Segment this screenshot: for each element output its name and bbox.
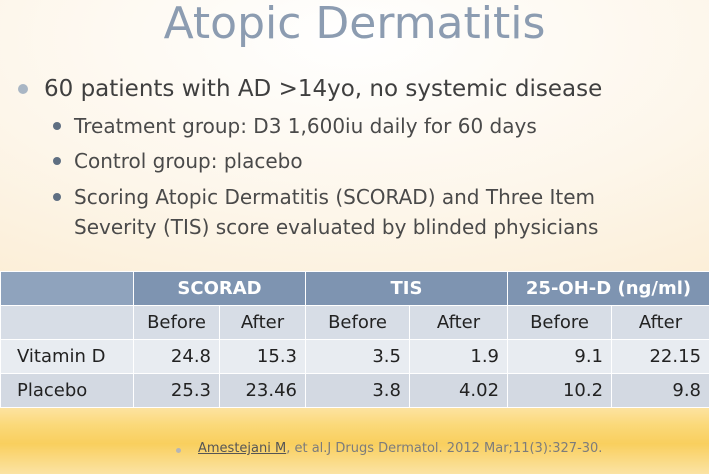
table-cell: 15.3 (219, 339, 306, 374)
table-group-header-row: SCORAD TIS 25-OH-D (ng/ml) (0, 271, 709, 306)
table-cell: 4.02 (408, 373, 509, 408)
subheader-before: Before (133, 305, 220, 340)
row-label: Placebo (0, 373, 134, 408)
slide-title: Atopic Dermatitis (163, 0, 546, 49)
main-bullet: 60 patients with AD >14yo, no systemic d… (44, 76, 603, 102)
table-cell: 1.9 (408, 339, 509, 374)
reference-details: , et al.J Drugs Dermatol. 2012 Mar;11(3)… (286, 441, 603, 456)
table-row: Vitamin D 24.8 15.3 3.5 1.9 9.1 22.15 (0, 339, 709, 374)
table-corner-cell (0, 271, 134, 306)
subheader-after: After (611, 305, 709, 340)
reference-citation: Amestejani M, et al.J Drugs Dermatol. 20… (198, 441, 602, 456)
table-cell: 3.8 (305, 373, 410, 408)
table-cell (0, 305, 134, 340)
table-subheader-row: Before After Before After Before After (0, 305, 709, 340)
subheader-after: After (219, 305, 306, 340)
subheader-after: After (408, 305, 509, 340)
group-header-tis: TIS (304, 271, 509, 306)
bullet-dot-icon (53, 122, 61, 130)
table-cell: 23.46 (219, 373, 306, 408)
sub-bullet-scoring-cont: Severity (TIS) score evaluated by blinde… (74, 215, 599, 239)
bullet-dot-icon (176, 448, 181, 453)
table-cell: 10.2 (507, 373, 613, 408)
sub-bullet-treatment: Treatment group: D3 1,600iu daily for 60… (74, 114, 537, 138)
reference-author-link[interactable]: Amestejani M (198, 441, 287, 456)
table-cell: 9.8 (611, 373, 709, 408)
bullet-dot-icon (53, 193, 61, 201)
table-cell: 25.3 (133, 373, 220, 408)
group-header-25ohd: 25-OH-D (ng/ml) (507, 271, 709, 306)
group-header-scorad: SCORAD (133, 271, 306, 306)
table-cell: 3.5 (305, 339, 410, 374)
results-table: SCORAD TIS 25-OH-D (ng/ml) Before After … (0, 271, 709, 408)
table-cell: 22.15 (611, 339, 709, 374)
sub-bullet-scoring: Scoring Atopic Dermatitis (SCORAD) and T… (74, 185, 596, 209)
bullet-dot-icon (53, 157, 61, 165)
table-cell: 24.8 (133, 339, 220, 374)
bullet-dot-icon (18, 84, 28, 94)
sub-bullet-control: Control group: placebo (74, 149, 303, 173)
table-row: Placebo 25.3 23.46 3.8 4.02 10.2 9.8 (0, 373, 709, 408)
subheader-before: Before (305, 305, 410, 340)
subheader-before: Before (507, 305, 613, 340)
bottom-decorative-band (0, 398, 709, 474)
table-cell: 9.1 (507, 339, 613, 374)
row-label: Vitamin D (0, 339, 134, 374)
